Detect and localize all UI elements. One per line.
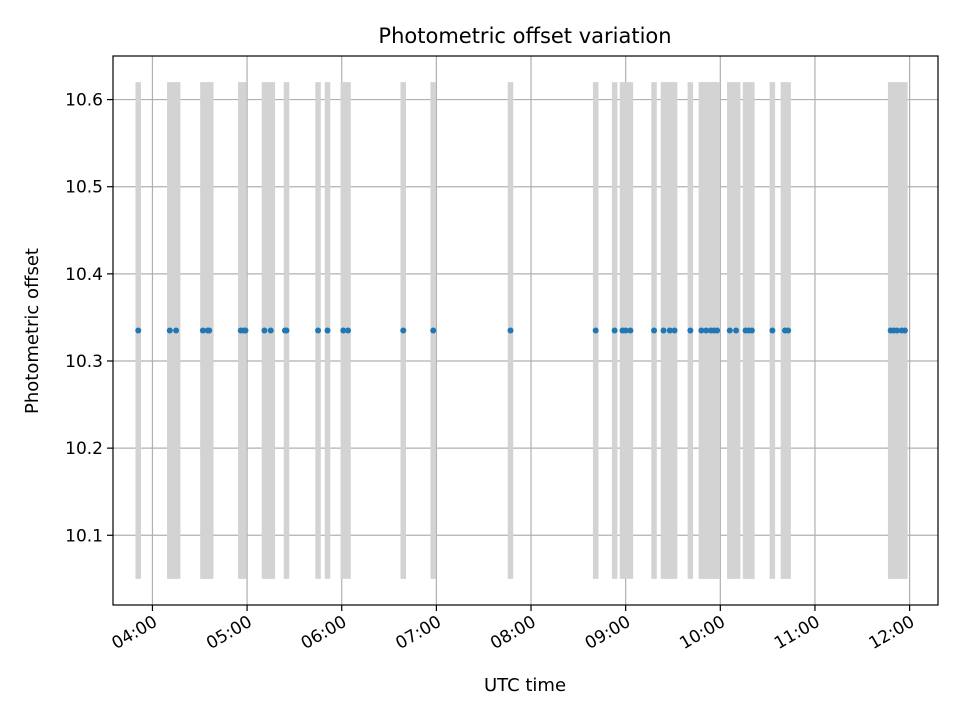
x-axis-title: UTC time xyxy=(484,675,566,696)
data-point xyxy=(199,327,206,334)
y-tick-label: 10.6 xyxy=(65,91,103,111)
y-tick-label: 10.2 xyxy=(65,439,103,459)
data-point xyxy=(283,327,290,334)
y-tick-label: 10.5 xyxy=(65,178,103,198)
data-point xyxy=(651,327,658,334)
data-point xyxy=(242,327,249,334)
observation-band xyxy=(730,82,736,579)
observation-band xyxy=(264,82,271,579)
data-point xyxy=(687,327,694,334)
data-point xyxy=(206,327,213,334)
y-tick-label: 10.3 xyxy=(65,352,103,372)
data-point xyxy=(315,327,322,334)
data-point xyxy=(267,327,274,334)
data-point xyxy=(324,327,331,334)
data-point xyxy=(400,327,407,334)
data-point xyxy=(726,327,733,334)
data-point xyxy=(748,327,755,334)
data-point xyxy=(769,327,776,334)
data-point xyxy=(785,327,792,334)
data-point xyxy=(703,327,710,334)
plot-area xyxy=(113,56,938,605)
data-point xyxy=(622,327,629,334)
data-point xyxy=(430,327,437,334)
data-point xyxy=(507,327,514,334)
y-tick-label: 10.4 xyxy=(65,265,103,285)
data-point xyxy=(893,327,900,334)
data-point xyxy=(592,327,599,334)
observation-band xyxy=(663,82,670,579)
data-point xyxy=(345,327,352,334)
data-point xyxy=(166,327,173,334)
data-point xyxy=(733,327,740,334)
data-point xyxy=(135,327,142,334)
data-point xyxy=(714,327,721,334)
plot-frame xyxy=(112,55,939,606)
data-point xyxy=(698,327,705,334)
data-points xyxy=(135,327,908,334)
y-tick-label: 10.1 xyxy=(65,526,103,546)
data-point xyxy=(261,327,268,334)
data-point xyxy=(173,327,180,334)
chart-title: Photometric offset variation xyxy=(378,24,671,48)
data-point xyxy=(627,327,634,334)
data-point xyxy=(666,327,673,334)
data-point xyxy=(340,327,347,334)
data-point xyxy=(611,327,618,334)
data-point xyxy=(671,327,678,334)
y-axis-title: Photometric offset xyxy=(22,248,43,414)
data-point xyxy=(901,327,908,334)
y-axis-ticks: 10.1 10.2 10.3 10.4 10.5 10.6 xyxy=(65,91,113,546)
data-point xyxy=(660,327,667,334)
